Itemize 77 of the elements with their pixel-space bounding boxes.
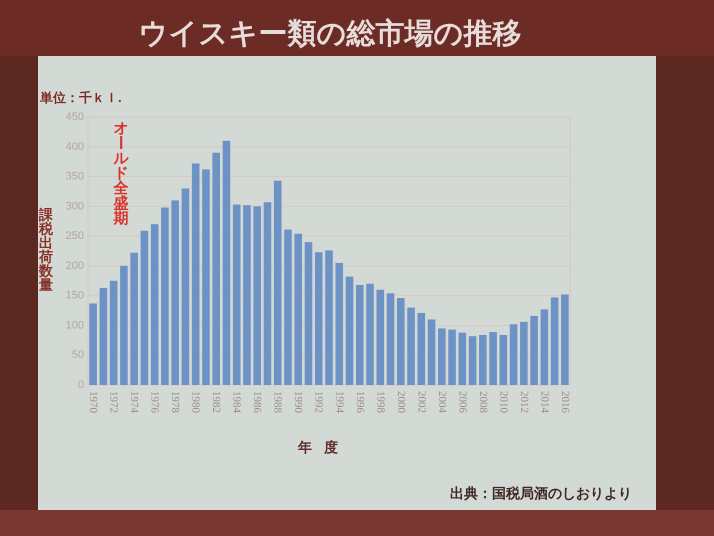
x-tick-label: 2004 — [436, 391, 448, 414]
x-tick-label: 1980 — [190, 391, 202, 414]
bar — [243, 205, 251, 385]
x-tick-label: 1972 — [108, 391, 120, 413]
bar — [284, 230, 292, 385]
x-tick-label: 2006 — [456, 391, 468, 414]
bar — [182, 188, 190, 385]
bar — [468, 336, 476, 385]
bar — [253, 206, 262, 385]
bar — [458, 332, 466, 385]
x-tick-label: 1998 — [374, 391, 386, 414]
bar — [150, 224, 158, 385]
x-tick-label: 1990 — [292, 391, 304, 414]
bar — [540, 309, 548, 385]
x-tick-label: 1996 — [354, 391, 366, 414]
bar — [438, 328, 446, 385]
bar — [530, 316, 538, 385]
bar — [325, 250, 333, 385]
chart-title: ウイスキー類の総市場の推移 — [138, 17, 522, 50]
bar — [386, 293, 394, 385]
bar — [335, 262, 344, 385]
x-tick-label: 2012 — [518, 391, 530, 413]
x-tick-label: 1992 — [312, 391, 325, 413]
bar — [212, 152, 220, 385]
x-tick-label: 1978 — [169, 391, 182, 414]
x-tick-label: 1982 — [210, 391, 222, 413]
text: 単位：千ｋｌ. — [39, 90, 122, 105]
x-tick-label: 1976 — [148, 391, 161, 414]
bar — [396, 298, 405, 385]
bar — [140, 230, 148, 385]
bar — [448, 330, 456, 385]
x-tick-label: 2010 — [497, 391, 510, 414]
bar — [314, 252, 323, 385]
x-tick-label: 1970 — [87, 391, 100, 414]
bar — [346, 276, 354, 385]
bar — [366, 284, 374, 385]
bar — [356, 284, 364, 385]
bar — [520, 322, 528, 385]
x-tick-label: 1988 — [272, 391, 284, 414]
bar — [171, 200, 179, 385]
x-tick-label: 1984 — [230, 391, 243, 414]
bar — [294, 234, 302, 385]
bar — [100, 288, 108, 385]
bar — [407, 308, 415, 385]
x-tick-label: 1974 — [128, 391, 140, 414]
x-axis-title: 年度 — [297, 439, 350, 455]
x-tick-label: 2008 — [476, 391, 489, 414]
bar — [89, 303, 97, 385]
bar — [304, 242, 312, 385]
bar — [130, 252, 138, 385]
annotation: オールド全盛期 — [111, 120, 130, 228]
bar — [561, 294, 569, 385]
bar — [192, 163, 200, 385]
bar — [232, 204, 240, 385]
bar — [479, 334, 487, 385]
bar — [264, 202, 272, 385]
bar — [500, 334, 508, 385]
bar — [222, 140, 230, 385]
bar — [418, 312, 426, 385]
bar — [376, 290, 384, 385]
x-tick-label: 1994 — [333, 391, 346, 414]
bar — [550, 297, 558, 385]
source-note: 出典：国税局酒のしおりより — [450, 485, 632, 501]
bar — [120, 266, 128, 385]
bar — [489, 332, 497, 385]
x-tick-label: 2002 — [415, 391, 428, 413]
bar — [110, 280, 118, 385]
bar — [428, 319, 436, 385]
bar — [274, 180, 282, 385]
bar — [202, 169, 210, 385]
y-axis-title: 課税出荷数量 — [38, 206, 54, 292]
x-tick-label: 1986 — [251, 391, 264, 414]
x-tick-label: 2014 — [538, 391, 550, 414]
x-tick-label: 2016 — [558, 391, 571, 414]
bar — [510, 324, 518, 385]
x-tick-label: 2000 — [394, 391, 407, 414]
bar — [161, 208, 169, 385]
